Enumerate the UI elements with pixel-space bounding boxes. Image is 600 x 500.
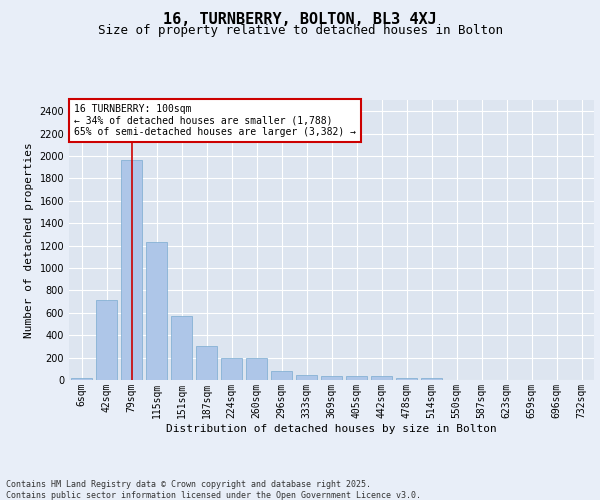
Bar [96,300,117,380]
Bar [396,378,417,380]
Bar [321,376,342,380]
Bar [421,378,442,380]
Bar [371,376,392,380]
Text: Size of property relative to detached houses in Bolton: Size of property relative to detached ho… [97,24,503,37]
Text: 16, TURNBERRY, BOLTON, BL3 4XJ: 16, TURNBERRY, BOLTON, BL3 4XJ [163,12,437,28]
Bar [71,378,92,380]
X-axis label: Distribution of detached houses by size in Bolton: Distribution of detached houses by size … [166,424,497,434]
Text: Contains HM Land Registry data © Crown copyright and database right 2025.
Contai: Contains HM Land Registry data © Crown c… [6,480,421,500]
Bar [271,371,292,380]
Text: 16 TURNBERRY: 100sqm
← 34% of detached houses are smaller (1,788)
65% of semi-de: 16 TURNBERRY: 100sqm ← 34% of detached h… [74,104,356,138]
Bar [196,346,217,380]
Bar [121,160,142,380]
Bar [171,316,192,380]
Bar [221,358,242,380]
Bar [296,375,317,380]
Bar [146,242,167,380]
Bar [246,358,267,380]
Y-axis label: Number of detached properties: Number of detached properties [24,142,34,338]
Bar [346,376,367,380]
